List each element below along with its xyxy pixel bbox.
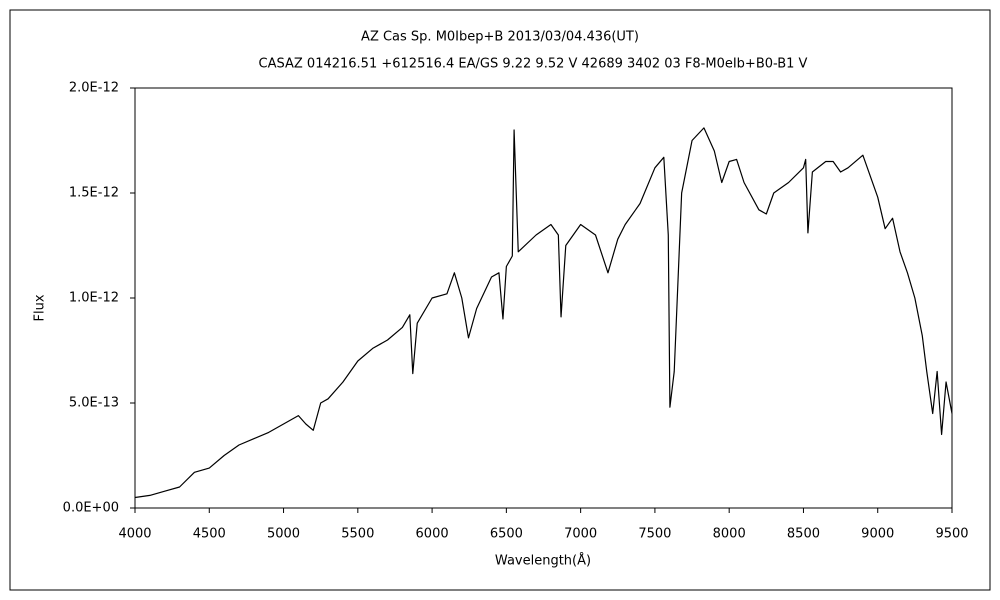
x-tick-label: 6000 — [416, 527, 449, 542]
x-tick-label: 8500 — [787, 527, 820, 542]
y-tick-label: 1.5E-12 — [69, 186, 119, 201]
y-tick-label: 2.0E-12 — [69, 81, 119, 96]
spectrum-line — [134, 127, 953, 499]
chart-subtitle: CASAZ 014216.51 +612516.4 EA/GS 9.22 9.5… — [259, 57, 808, 72]
x-tick-label: 7500 — [638, 527, 671, 542]
x-tick-label: 5500 — [341, 527, 374, 542]
outer-frame — [9, 9, 991, 591]
x-tick-label: 4000 — [118, 527, 151, 542]
x-tick-label: 7000 — [564, 527, 597, 542]
x-tick-label: 9000 — [861, 527, 894, 542]
y-tick-label: 0.0E+00 — [63, 501, 119, 516]
x-tick-label: 9500 — [935, 527, 968, 542]
x-tick-label: 6500 — [490, 527, 523, 542]
plot-frame — [134, 87, 953, 509]
x-tick-label: 4500 — [193, 527, 226, 542]
y-tick-label: 1.0E-12 — [69, 291, 119, 306]
x-axis-label: Wavelength(Å) — [495, 553, 591, 569]
y-tick-label: 5.0E-13 — [69, 396, 119, 411]
chart-title: AZ Cas Sp. M0Ibep+B 2013/03/04.436(UT) — [361, 30, 639, 45]
x-tick-label: 8000 — [713, 527, 746, 542]
x-tick-label: 5000 — [267, 527, 300, 542]
y-axis-label: Flux — [33, 294, 48, 321]
